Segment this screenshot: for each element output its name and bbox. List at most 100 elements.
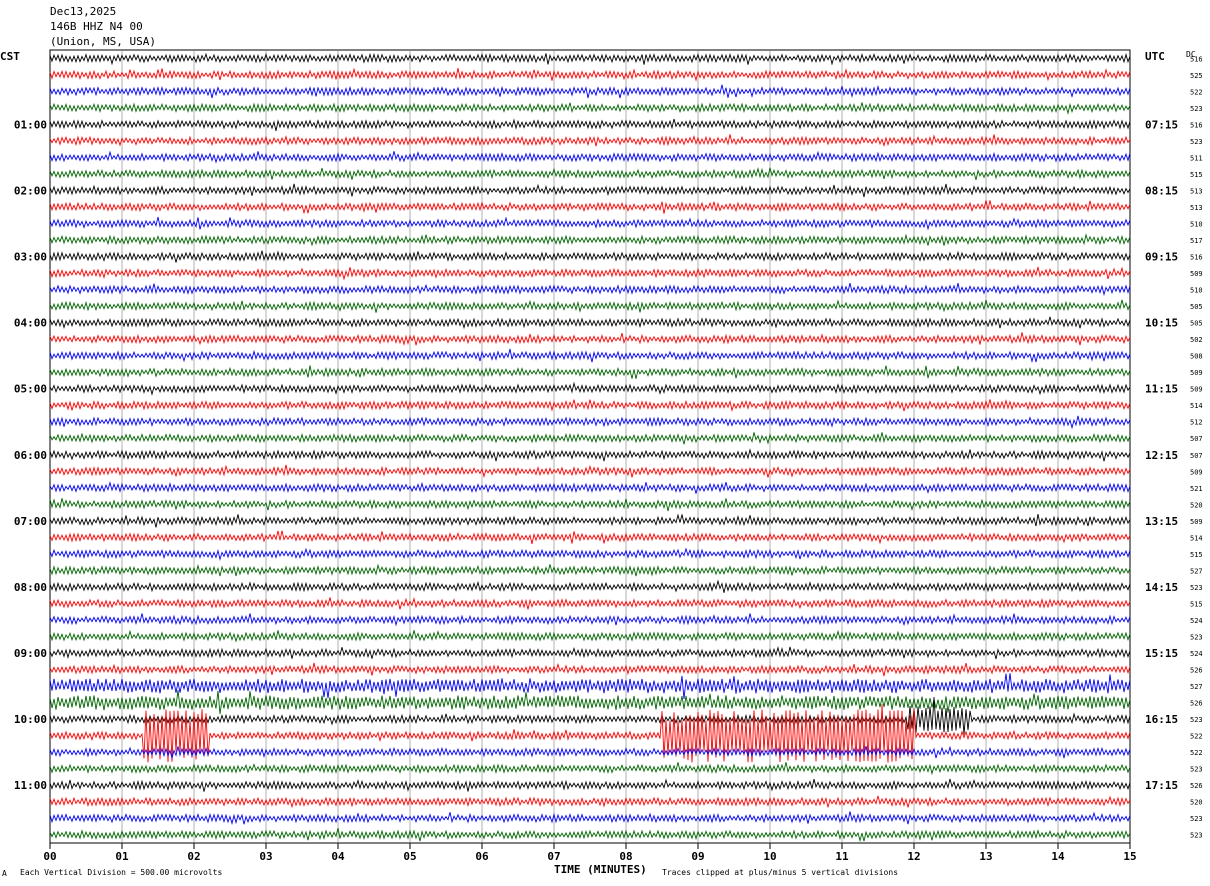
left-timezone-label: CST: [0, 50, 20, 63]
seismic-trace: [49, 216, 1131, 231]
dc-offset-label: 520: [1190, 501, 1203, 509]
seismic-trace: [49, 697, 1131, 735]
right-hour-label: 10:15: [1145, 317, 1178, 330]
right-hour-label: 15:15: [1145, 647, 1178, 660]
seismic-trace: [49, 381, 1131, 396]
dc-offset-label: 514: [1190, 534, 1203, 542]
dc-offset-label: 515: [1190, 171, 1203, 179]
left-hour-label: 03:00: [14, 251, 47, 264]
x-tick-label: 14: [1051, 850, 1065, 863]
dc-offset-label: 512: [1190, 419, 1203, 427]
seismic-trace: [49, 563, 1131, 577]
seismic-trace: [49, 811, 1131, 826]
x-tick-label: 07: [547, 850, 560, 863]
dc-offset-label: 515: [1190, 551, 1203, 559]
left-hour-label: 07:00: [14, 515, 47, 528]
seismic-trace: [49, 827, 1131, 843]
plot-frame: [49, 49, 1131, 844]
seismic-trace: [49, 597, 1131, 610]
dc-offset-label: 513: [1190, 187, 1203, 195]
dc-offset-label: 522: [1190, 749, 1203, 757]
left-hour-label: 06:00: [14, 449, 47, 462]
seismic-trace: [49, 745, 1131, 760]
seismic-trace: [49, 464, 1131, 479]
seismic-trace: [49, 704, 1131, 763]
seismic-trace: [49, 102, 1131, 115]
right-hour-label: 09:15: [1145, 251, 1178, 264]
dc-offset-label: 510: [1190, 287, 1203, 295]
seismic-trace: [49, 233, 1131, 247]
x-tick-label: 06: [475, 850, 489, 863]
seismic-trace: [49, 579, 1131, 593]
seismic-trace: [49, 150, 1131, 164]
seismic-trace: [49, 415, 1131, 430]
seismic-trace: [49, 282, 1131, 297]
seismic-trace: [49, 513, 1131, 528]
dc-column-label: DC: [1186, 50, 1196, 59]
x-tick-label: 02: [187, 850, 200, 863]
x-tick-label: 04: [331, 850, 345, 863]
dc-offset-label: 513: [1190, 204, 1203, 212]
right-hour-label: 16:15: [1145, 713, 1178, 726]
seismic-trace: [49, 299, 1131, 313]
left-hour-label: 01:00: [14, 118, 47, 131]
left-hour-label: 11:00: [14, 779, 47, 792]
dc-offset-label: 526: [1190, 667, 1203, 675]
dc-offset-label: 511: [1190, 154, 1203, 162]
x-tick-label: 09: [691, 850, 704, 863]
dc-offset-label: 525: [1190, 72, 1203, 80]
seismic-trace: [49, 52, 1131, 66]
dc-offset-label: 524: [1190, 617, 1203, 625]
right-hour-label: 14:15: [1145, 581, 1178, 594]
seismic-trace: [49, 118, 1131, 131]
dc-offset-label: 526: [1190, 782, 1203, 790]
seismic-trace: [49, 778, 1131, 792]
seismic-trace: [49, 673, 1131, 700]
dc-offset-label: 510: [1190, 220, 1203, 228]
dc-offset-label: 521: [1190, 485, 1203, 493]
dc-offset-label: 523: [1190, 815, 1203, 823]
dc-offset-label: 515: [1190, 600, 1203, 608]
x-tick-label: 12: [907, 850, 920, 863]
seismic-trace: [49, 481, 1131, 494]
right-hour-label: 08:15: [1145, 184, 1178, 197]
x-tick-label: 08: [619, 850, 632, 863]
x-tick-label: 01: [115, 850, 129, 863]
right-hour-label: 11:15: [1145, 383, 1178, 396]
dc-offset-label: 502: [1190, 336, 1203, 344]
seismic-trace: [49, 762, 1131, 776]
seismic-trace: [49, 646, 1131, 660]
dc-offset-label: 505: [1190, 320, 1203, 328]
right-hour-label: 17:15: [1145, 779, 1178, 792]
dc-offset-label: 505: [1190, 303, 1203, 311]
left-hour-label: 04:00: [14, 317, 47, 330]
dc-offset-label: 516: [1190, 55, 1203, 63]
dc-offset-label: 509: [1190, 270, 1203, 278]
seismic-trace: [49, 795, 1131, 809]
header-location: (Union, MS, USA): [50, 35, 156, 48]
header-date: Dec13,2025: [50, 5, 117, 18]
dc-offset-label: 527: [1190, 567, 1203, 575]
clip-note: Traces clipped at plus/minus 5 vertical …: [662, 868, 899, 877]
dc-offset-label: 523: [1190, 766, 1203, 774]
seismic-trace: [49, 629, 1131, 643]
seismic-trace: [49, 432, 1131, 445]
seismic-trace: [49, 547, 1131, 561]
left-hour-label: 05:00: [14, 383, 47, 396]
dc-offset-label: 514: [1190, 402, 1203, 410]
x-tick-label: 15: [1123, 850, 1136, 863]
seismic-trace: [49, 398, 1131, 413]
dc-offset-label: 517: [1190, 237, 1203, 245]
seismic-trace: [49, 498, 1131, 512]
seismic-trace: [49, 134, 1131, 148]
seismic-trace: [49, 365, 1131, 379]
header-station: 146B HHZ N4 00: [50, 20, 143, 33]
seismic-trace: [49, 348, 1131, 364]
dc-offset-label: 507: [1190, 435, 1203, 443]
seismic-trace: [49, 250, 1131, 263]
dc-offset-label: 509: [1190, 518, 1203, 526]
dc-offset-label: 527: [1190, 683, 1203, 691]
corner-mark: A: [2, 869, 7, 878]
seismic-trace: [49, 662, 1131, 677]
